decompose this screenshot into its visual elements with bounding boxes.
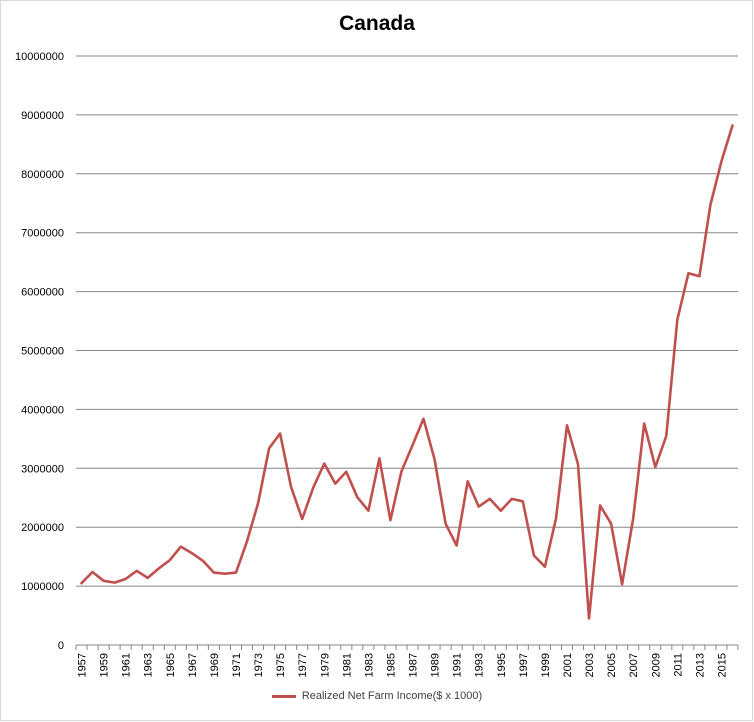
x-tick-label: 2005	[606, 653, 618, 677]
x-tick-label: 1989	[430, 653, 442, 677]
y-tick-label: 6000000	[21, 287, 64, 299]
y-tick-label: 7000000	[21, 228, 64, 240]
x-tick-label: 1969	[209, 653, 221, 677]
x-tick-label: 1985	[385, 653, 397, 677]
legend: Realized Net Farm Income($ x 1000)	[0, 690, 754, 702]
x-tick-label: 1991	[452, 653, 464, 677]
x-axis-tick-labels: 1957 1959 1961 1963 1965 1967 1969 1971 1973 1975…	[77, 653, 729, 677]
x-tick-label: 1973	[253, 653, 265, 677]
y-axis-tick-labels: 0 1000000 2000000 3000000 4000000 5000000 6000…	[15, 51, 64, 652]
x-tick-label: 1957	[77, 653, 89, 677]
x-tick-label: 1959	[99, 653, 111, 677]
axes	[75, 644, 739, 650]
legend-swatch	[271, 694, 296, 698]
x-tick-label: 1975	[275, 653, 287, 677]
x-tick-label: 1981	[341, 653, 353, 677]
x-tick-label: 1971	[231, 653, 243, 677]
chart-title: Canada	[339, 12, 415, 35]
x-tick-label: 1983	[363, 653, 375, 677]
y-tick-label: 9000000	[21, 110, 64, 122]
x-tick-label: 1965	[165, 653, 177, 677]
y-tick-label: 10000000	[15, 51, 64, 63]
series-line	[80, 124, 734, 620]
series-layer	[80, 124, 734, 620]
x-tick-label: 2013	[694, 653, 706, 677]
y-tick-label: 5000000	[21, 346, 64, 358]
x-tick-label: 1993	[474, 653, 486, 677]
y-tick-label: 0	[58, 640, 64, 652]
y-tick-label: 4000000	[21, 404, 64, 416]
legend-entry: Realized Net Farm Income($ x 1000)	[271, 690, 483, 702]
x-tick-label: 1961	[121, 653, 133, 677]
y-tick-label: 3000000	[21, 463, 64, 475]
y-tick-label: 2000000	[21, 522, 64, 534]
y-tick-label: 8000000	[21, 169, 64, 181]
x-tick-label: 2011	[672, 653, 684, 677]
legend-label: Realized Net Farm Income($ x 1000)	[301, 690, 483, 702]
x-tick-label: 1995	[496, 653, 508, 677]
x-tick-label: 2003	[584, 653, 596, 677]
x-tick-label: 1977	[297, 653, 309, 677]
x-tick-label: 2009	[650, 653, 662, 677]
x-tick-label: 1999	[540, 653, 552, 677]
x-tick-label: 2015	[716, 653, 728, 677]
x-tick-label: 1967	[187, 653, 199, 677]
x-tick-label: 1963	[143, 653, 155, 677]
y-tick-label: 1000000	[21, 581, 64, 593]
x-tick-label: 2001	[562, 653, 574, 677]
x-tick-label: 1979	[319, 653, 331, 677]
x-tick-label: 1997	[518, 653, 530, 677]
x-tick-label: 1987	[408, 653, 420, 677]
x-tick-label: 2007	[628, 653, 640, 677]
gridlines	[76, 55, 738, 587]
